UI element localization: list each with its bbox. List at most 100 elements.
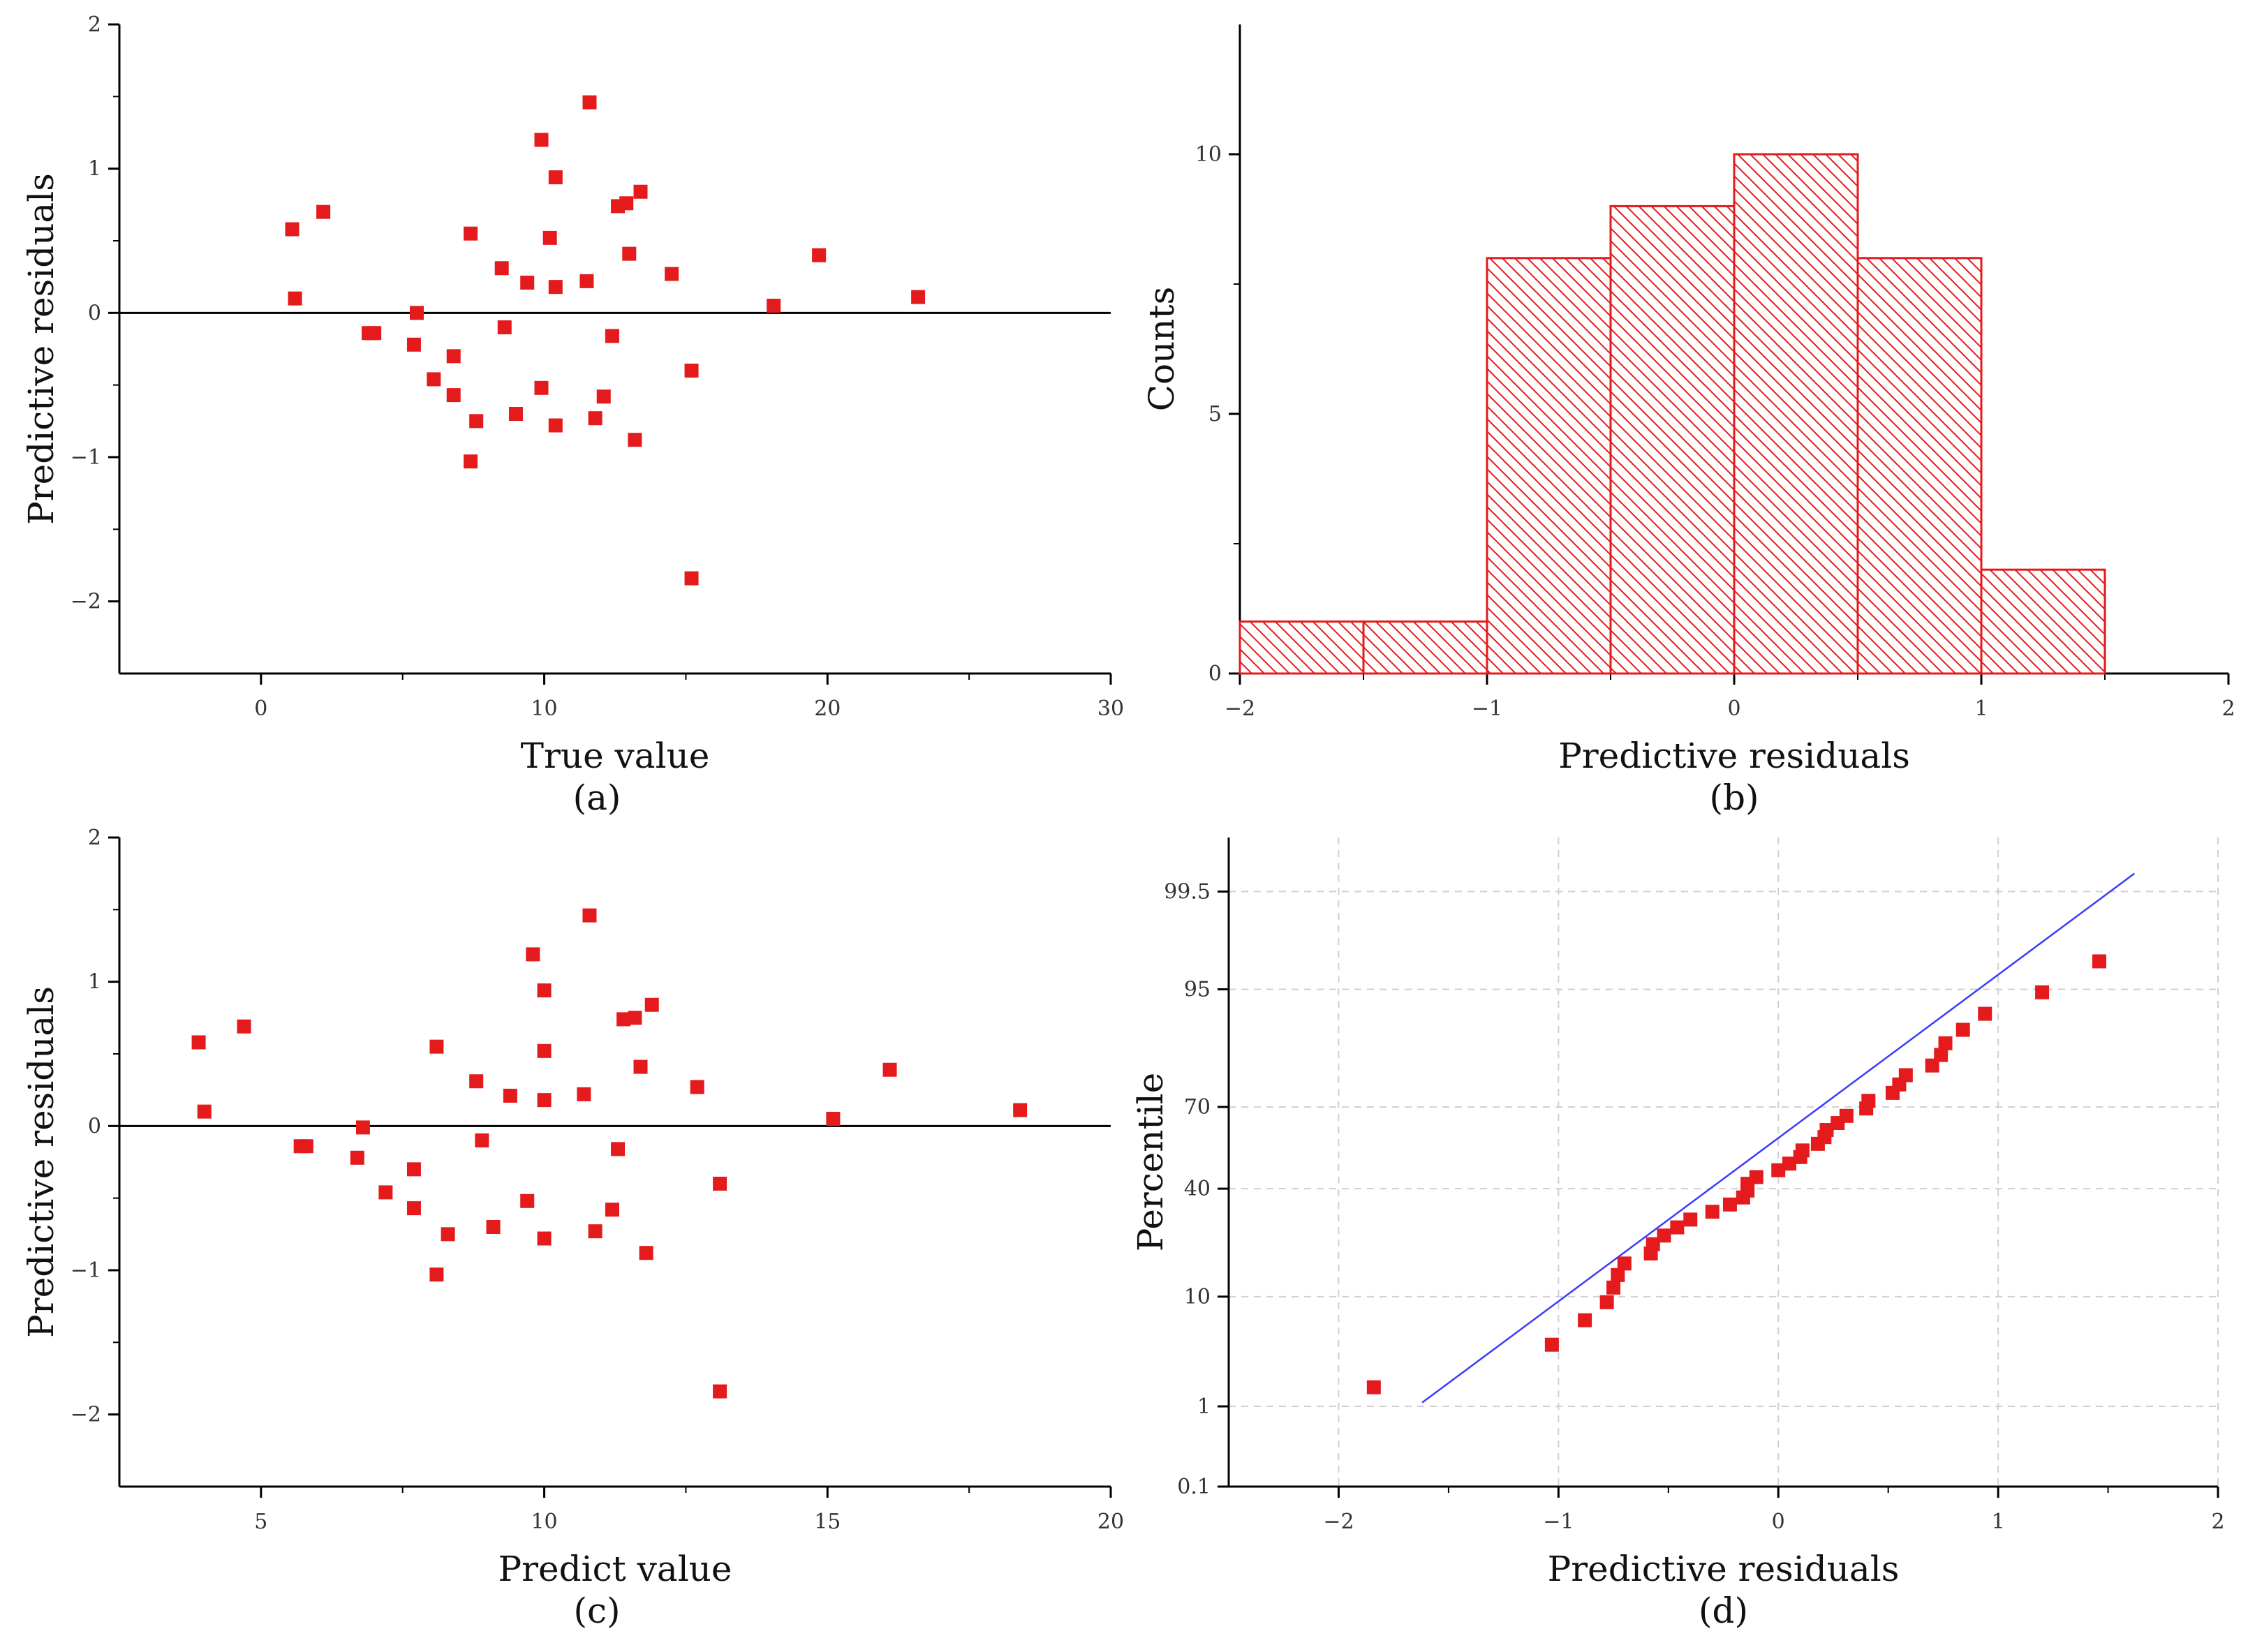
x-tick-label: −1 (1543, 1510, 1574, 1534)
data-point (582, 95, 597, 110)
y-tick-label: 1 (88, 970, 101, 995)
data-point (713, 1384, 727, 1399)
x-tick-label: 5 (254, 1510, 267, 1534)
data-point (1578, 1313, 1592, 1327)
data-point (596, 389, 611, 404)
data-point (1013, 1103, 1028, 1117)
x-axis-label: Predictive residuals (1558, 736, 1910, 776)
data-point (548, 418, 563, 433)
data-point (1657, 1228, 1671, 1243)
data-point (1646, 1237, 1660, 1251)
y-tick-label: 1 (1197, 1394, 1211, 1419)
data-point (1938, 1036, 1953, 1050)
data-point (1861, 1094, 1876, 1108)
y-tick-label: −1 (71, 1258, 101, 1283)
panel-label: (a) (573, 777, 621, 818)
data-point (446, 388, 461, 403)
x-tick-label: 0 (1727, 697, 1740, 721)
y-tick-label: 2 (88, 826, 101, 850)
x-tick-label: 1 (1992, 1510, 2005, 1534)
data-point (2092, 954, 2106, 969)
data-point (1544, 1337, 1559, 1352)
data-point (619, 196, 634, 211)
data-point (622, 246, 637, 261)
data-point (520, 275, 535, 290)
data-point (378, 1185, 393, 1200)
data-point (288, 291, 302, 306)
data-point (526, 947, 540, 962)
histogram-bar (1609, 204, 1736, 675)
data-point (713, 1177, 727, 1191)
data-point (191, 1035, 206, 1050)
x-tick-label: 2 (2221, 697, 2235, 721)
data-point (446, 349, 461, 364)
x-axis-label: Predict value (498, 1549, 732, 1589)
y-tick-label: 40 (1184, 1177, 1211, 1201)
data-point (588, 1224, 602, 1239)
data-point (350, 1150, 364, 1165)
panel-d-normal-probability: −2 −1 0 1 2 0.1 1 10 40 70 95 99.5 Predictive residu… (1130, 838, 2225, 1631)
data-point (812, 248, 827, 262)
y-tick-label: −2 (71, 590, 101, 614)
data-point (1683, 1212, 1698, 1227)
panel-label: (c) (573, 1591, 620, 1631)
data-point (548, 280, 563, 295)
y-tick-label: 99.5 (1164, 879, 1211, 904)
panel-label: (d) (1699, 1591, 1748, 1631)
data-point (633, 1059, 648, 1074)
y-axis-label: Percentile (1130, 1073, 1171, 1251)
x-tick-label: 0 (254, 697, 267, 721)
data-point (427, 372, 441, 387)
data-point (406, 1201, 421, 1216)
x-axis-label: True value (521, 736, 710, 776)
data-point (826, 1112, 841, 1126)
data-point (237, 1019, 251, 1034)
data-point (1366, 1380, 1381, 1394)
data-point (469, 1074, 484, 1089)
data-point (406, 1162, 421, 1177)
x-tick-label: 10 (531, 697, 557, 721)
data-point (316, 204, 331, 219)
x-tick-label: 2 (2211, 1510, 2224, 1534)
data-point (665, 267, 679, 281)
data-point (1722, 1197, 1737, 1212)
data-point (542, 230, 557, 245)
histogram-bar (1980, 568, 2106, 675)
data-point (1617, 1256, 1632, 1271)
data-point (605, 1203, 619, 1217)
x-tick-label: −1 (1472, 697, 1502, 721)
data-point (197, 1104, 212, 1119)
x-tick-label: −2 (1225, 697, 1255, 721)
y-tick-label: 0.1 (1177, 1475, 1211, 1499)
data-point (577, 1087, 591, 1101)
histogram-bar (1486, 257, 1612, 675)
data-point (464, 454, 478, 469)
data-point (1925, 1058, 1939, 1073)
y-tick-label: 1 (88, 157, 101, 181)
data-point (429, 1267, 444, 1282)
data-point (410, 306, 424, 320)
data-point (299, 1139, 313, 1154)
data-point (1955, 1022, 1970, 1037)
y-tick-label: 10 (1184, 1285, 1211, 1309)
data-point (767, 299, 781, 313)
data-point (503, 1088, 517, 1103)
data-point (1934, 1048, 1948, 1062)
data-point (1705, 1205, 1720, 1219)
data-point (494, 261, 509, 276)
histogram-bar (1856, 257, 1983, 675)
data-point (616, 1012, 631, 1027)
data-point (639, 1246, 653, 1260)
data-point (1898, 1068, 1913, 1082)
data-point (1782, 1156, 1796, 1171)
y-axis-label: Predictive residuals (21, 173, 61, 525)
histogram-bar (1733, 153, 1859, 675)
data-point (684, 364, 699, 378)
data-point (684, 571, 699, 586)
data-point (1670, 1220, 1685, 1235)
data-point (537, 1093, 552, 1108)
data-point (628, 433, 642, 447)
data-point (1749, 1170, 1763, 1184)
data-point (1771, 1163, 1786, 1177)
data-point (911, 290, 926, 304)
